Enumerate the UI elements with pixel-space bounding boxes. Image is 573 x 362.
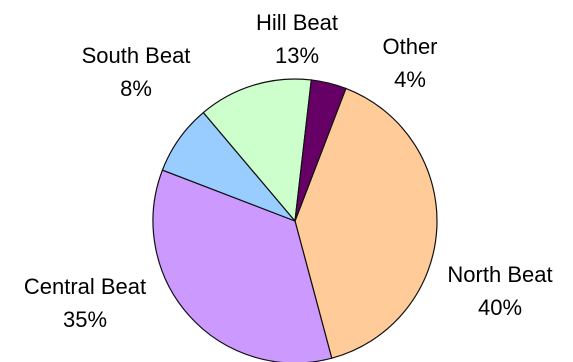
label-hill-beat-percent: 13% <box>275 43 319 68</box>
label-south-beat-percent: 8% <box>120 76 152 101</box>
pie-slice-hill-beat <box>202 78 312 223</box>
label-other-percent: 4% <box>394 67 426 92</box>
pie-slice-other <box>294 79 347 222</box>
label-north-beat-percent: 40% <box>478 295 522 320</box>
pie-slice-north-beat <box>294 87 438 359</box>
label-south-beat-name: South Beat <box>82 43 191 68</box>
pie-slices <box>152 78 438 362</box>
label-other-name: Other <box>382 34 437 59</box>
label-hill-beat-name: Hill Beat <box>256 10 338 35</box>
label-central-beat-percent: 35% <box>63 307 107 332</box>
label-north-beat-name: North Beat <box>447 262 552 287</box>
label-central-beat-name: Central Beat <box>24 274 146 299</box>
pie-labels: North Beat 40% Central Beat 35% South Be… <box>24 10 553 332</box>
